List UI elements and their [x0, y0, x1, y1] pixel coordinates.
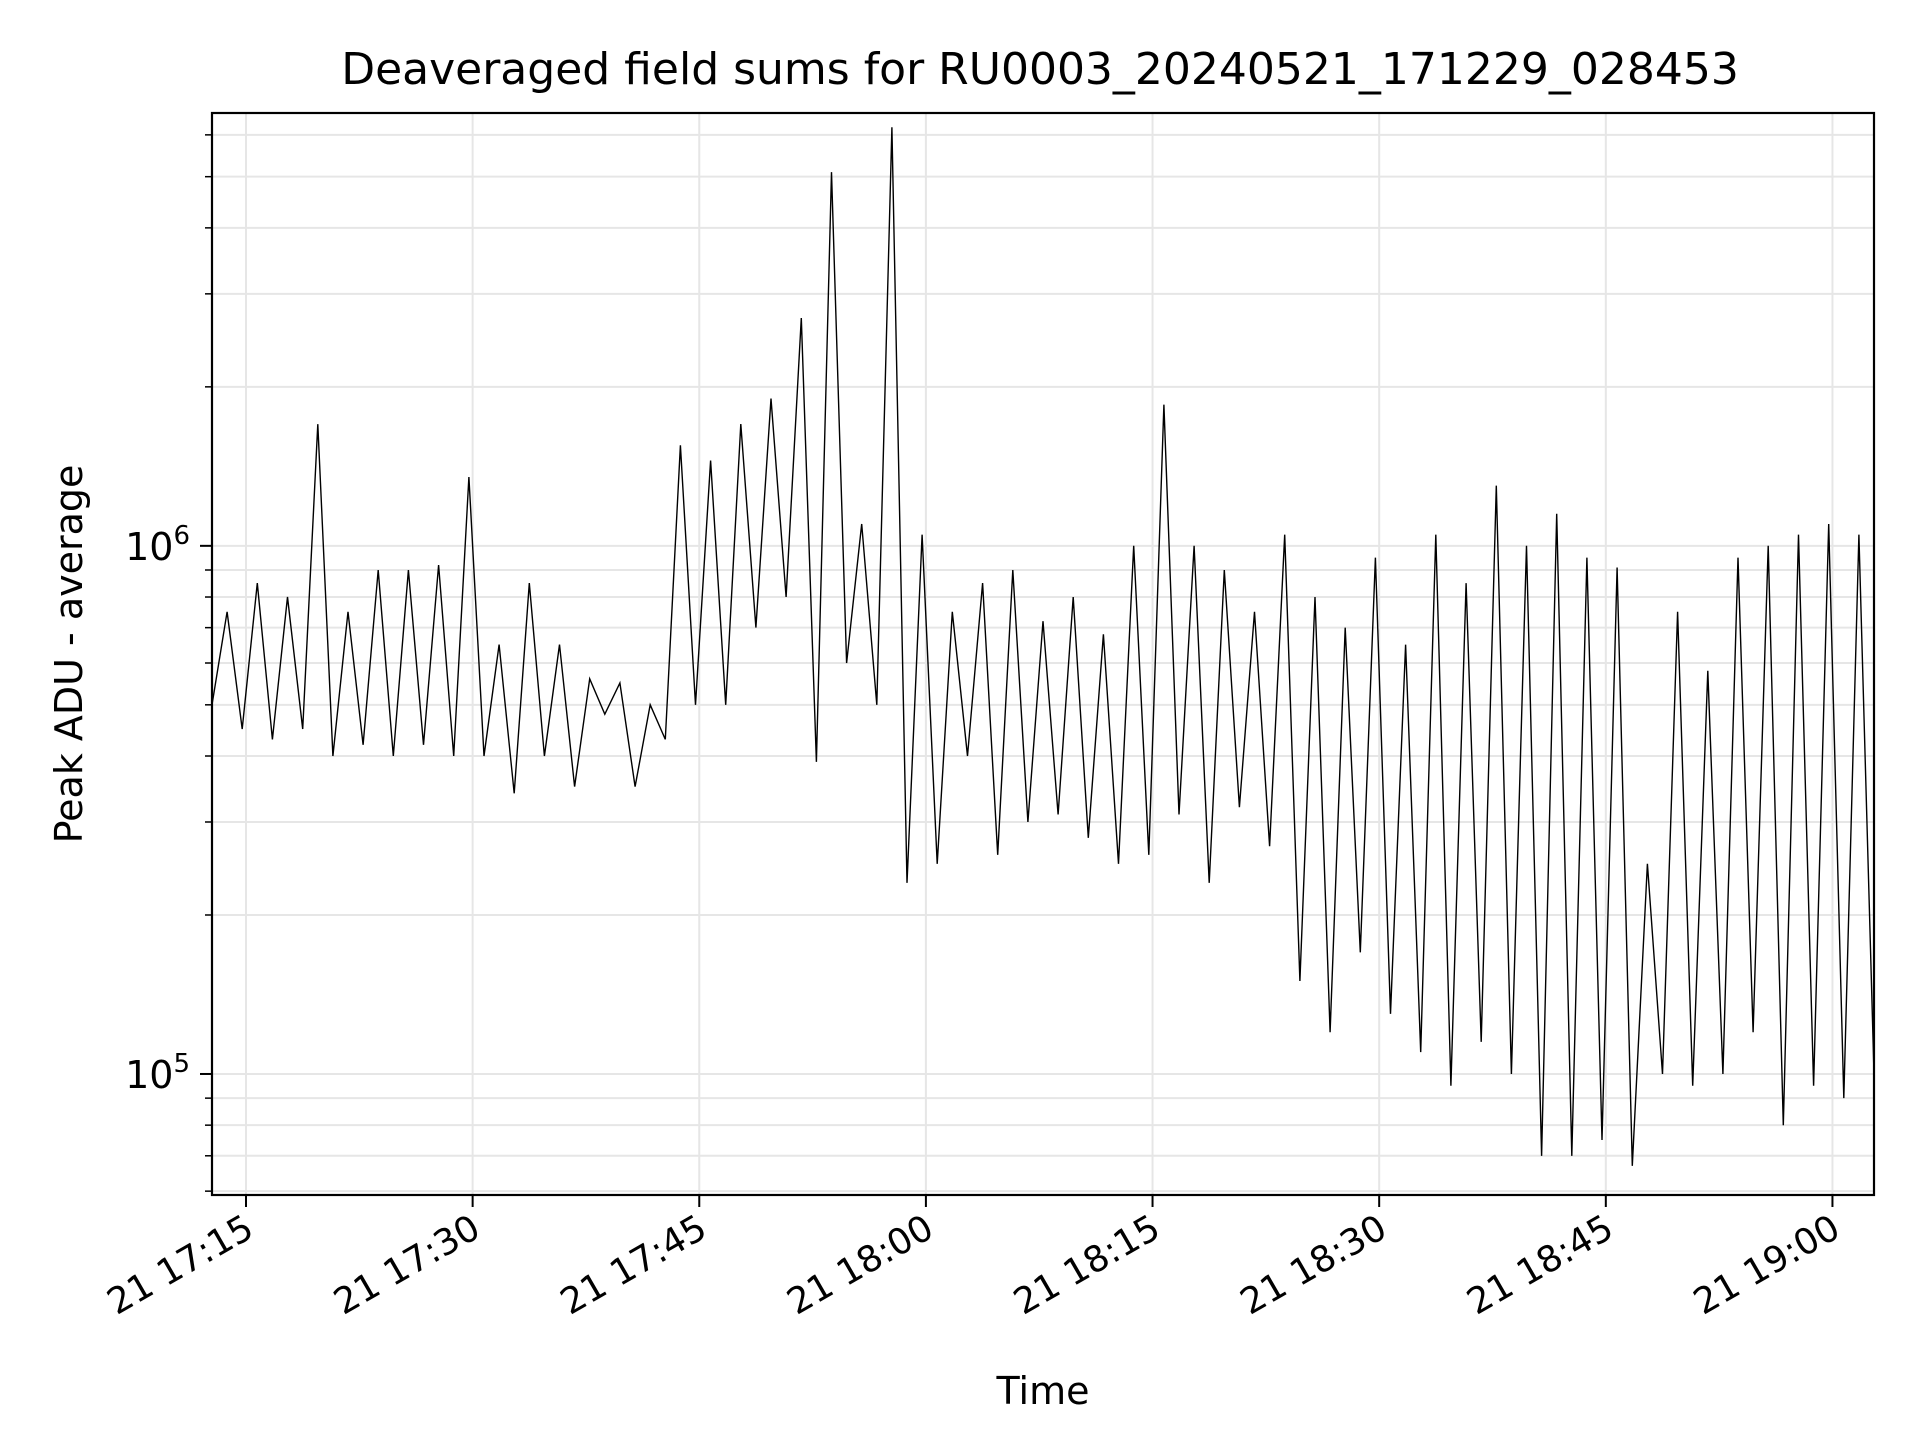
series-layer — [211, 127, 1875, 1166]
grid-lines — [212, 113, 1874, 1195]
y-tick-label: 106 — [125, 521, 190, 569]
plot-frame — [210, 111, 1876, 1197]
series-line — [211, 127, 1875, 1166]
chart-title: Deaveraged field sums for RU0003_2024052… — [341, 44, 1739, 95]
x-tick-label: 21 17:30 — [327, 1207, 487, 1323]
y-axis-label: Peak ADU - average — [47, 465, 91, 844]
x-tick-label: 21 17:45 — [554, 1207, 714, 1323]
x-tick-label: 21 18:00 — [780, 1207, 940, 1323]
x-tick-label: 21 17:15 — [101, 1207, 261, 1323]
x-axis: 21 17:15 21 17:30 21 17:45 21 18:00 21 18:15… — [101, 1195, 1847, 1323]
y-axis: 105 106 — [125, 134, 212, 1192]
x-axis-label: Time — [996, 1369, 1090, 1413]
x-tick-label: 21 18:30 — [1234, 1207, 1394, 1323]
y-tick-label: 105 — [125, 1049, 190, 1097]
x-tick-label: 21 19:00 — [1687, 1207, 1847, 1323]
x-tick-label: 21 18:15 — [1007, 1207, 1167, 1323]
x-tick-label: 21 18:45 — [1460, 1207, 1620, 1323]
